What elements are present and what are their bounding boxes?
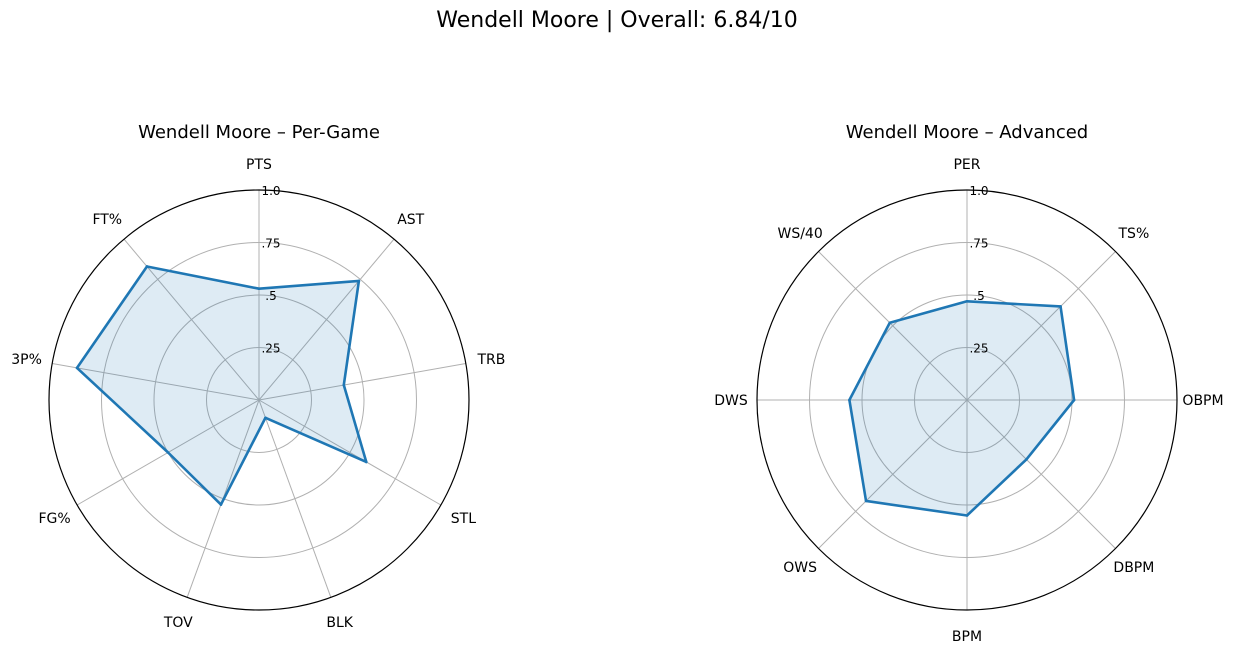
- per-game-outer-frame: [48, 189, 470, 611]
- advanced-point-ows: [864, 499, 868, 503]
- advanced-rtick-label: 1.0: [969, 184, 988, 198]
- per-game-chart-title: Wendell Moore – Per-Game: [138, 122, 380, 143]
- per-game-rtick-label: .25: [261, 342, 280, 356]
- advanced-point-obpm: [1072, 398, 1076, 402]
- per-game-grid-ring: [206, 347, 312, 453]
- advanced-grid-ring: [809, 242, 1125, 558]
- per-game-point-fg%: [166, 451, 170, 454]
- per-game-axis-label-ft%: FT%: [92, 212, 122, 228]
- advanced-outer-frame: [756, 189, 1178, 611]
- radar-chart-per-game: .25 .5 .75 1.0 PTS AST TRB STL BLK TOV FG% 3P% FT% We…: [11, 122, 505, 631]
- per-game-rtick-label: 1.0: [261, 184, 280, 198]
- per-game-axis-label-trb: TRB: [476, 352, 505, 368]
- per-game-point-pts: [257, 287, 261, 291]
- per-game-point-stl: [365, 460, 368, 464]
- per-game-point-ast: [357, 279, 361, 283]
- advanced-point-bpm: [965, 514, 969, 517]
- per-game-data-area: [77, 266, 367, 505]
- per-game-rtick-label: .5: [265, 289, 276, 303]
- advanced-axis-label-per: PER: [953, 157, 980, 173]
- advanced-rtick-label: .75: [969, 237, 988, 251]
- advanced-point-ws/40: [888, 321, 892, 325]
- advanced-point-per: [965, 300, 969, 303]
- advanced-chart-title: Wendell Moore – Advanced: [846, 122, 1088, 143]
- advanced-point-dbpm: [1025, 458, 1028, 461]
- per-game-point-3p%: [75, 366, 79, 370]
- advanced-axis-label-ws/40: WS/40: [777, 226, 822, 242]
- advanced-axis-label-bpm: BPM: [952, 629, 982, 645]
- advanced-data-area: [849, 301, 1075, 516]
- per-game-rtick-label: .75: [261, 237, 280, 251]
- per-game-point-tov: [219, 503, 223, 506]
- advanced-point-dws: [848, 398, 851, 402]
- advanced-rtick-label: .5: [973, 289, 984, 303]
- advanced-axis-label-dbpm: DBPM: [1113, 560, 1154, 576]
- per-game-axis-label-pts: PTS: [246, 157, 272, 173]
- per-game-grid-ring: [153, 294, 365, 506]
- advanced-axis-label-obpm: OBPM: [1182, 393, 1223, 409]
- per-game-point-blk: [264, 416, 267, 420]
- advanced-grid-ring: [861, 294, 1073, 506]
- per-game-axis-label-blk: BLK: [326, 615, 353, 631]
- per-game-point-trb: [342, 383, 346, 387]
- advanced-point-ts%: [1059, 305, 1062, 308]
- per-game-grid-ring: [101, 242, 417, 558]
- per-game-axis-label-3p%: 3P%: [11, 352, 42, 368]
- per-game-axis-label-fg%: FG%: [39, 511, 71, 527]
- advanced-axis-label-ows: OWS: [783, 560, 817, 576]
- per-game-data-line: [75, 265, 368, 506]
- advanced-axis-label-ts%: TS%: [1118, 226, 1150, 242]
- figure-title: Wendell Moore | Overall: 6.84/10: [436, 8, 798, 33]
- per-game-axis-label-ast: AST: [397, 212, 424, 228]
- per-game-axis-label-stl: STL: [451, 511, 476, 527]
- radar-chart-advanced: .25 .5 .75 1.0 PER TS% OBPM DBPM BPM OWS DWS WS/40 W…: [714, 122, 1223, 645]
- per-game-axis-label-tov: TOV: [163, 615, 193, 631]
- advanced-grid-ring: [914, 347, 1020, 453]
- advanced-axis-label-dws: DWS: [714, 393, 748, 409]
- advanced-rtick-label: .25: [969, 342, 988, 356]
- per-game-point-ft%: [145, 265, 149, 268]
